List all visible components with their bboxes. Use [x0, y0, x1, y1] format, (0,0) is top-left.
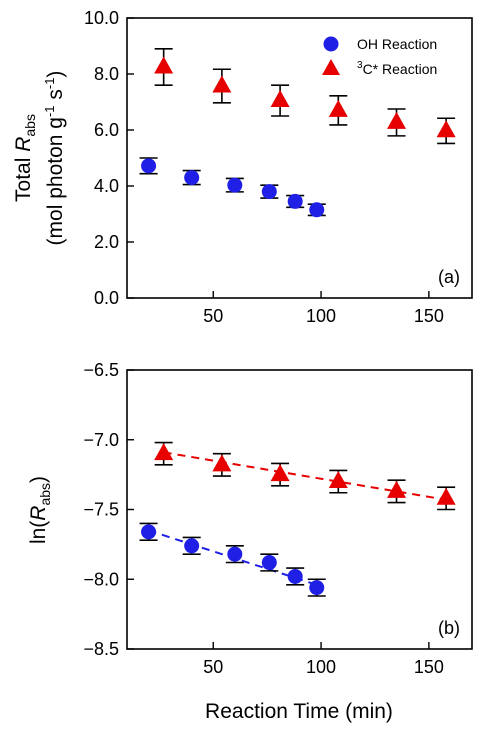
- panel-b-label: (b): [438, 618, 460, 638]
- x-tick-label: 100: [306, 657, 336, 677]
- y-tick-label: 2.0: [94, 232, 119, 252]
- panel-a-y-axis-title-line1: Total Rabs: [12, 114, 38, 202]
- y-tick-label: 4.0: [94, 176, 119, 196]
- oh-data-point: [184, 538, 200, 554]
- 3c-data-point: [436, 120, 456, 138]
- panel-b-x-ticks: 50 100 150: [203, 642, 444, 677]
- oh-data-point: [261, 555, 277, 571]
- panel-b-y-ticks: −6.5 −7.0 −7.5 −8.0 −8.5: [83, 360, 134, 659]
- panel-a-points: [139, 47, 456, 218]
- legend-oh-marker: [323, 36, 339, 52]
- legend-3c-label: 3C* Reaction: [357, 60, 437, 77]
- x-tick-label: 100: [306, 306, 336, 326]
- oh-data-point: [309, 202, 325, 218]
- 3c-data-point: [270, 464, 290, 482]
- legend-3c-marker: [322, 59, 340, 75]
- 3c-data-point: [328, 99, 348, 117]
- y-tick-label: −8.0: [83, 569, 119, 589]
- y-tick-label: 0.0: [94, 288, 119, 308]
- oh-data-point: [227, 546, 243, 562]
- y-tick-label: −6.5: [83, 360, 119, 380]
- y-tick-label: −7.0: [83, 430, 119, 450]
- 3c-data-point: [212, 75, 232, 93]
- 3c-data-point: [212, 454, 232, 472]
- oh-data-point: [141, 158, 157, 174]
- panel-a-y-ticks: 0.0 2.0 4.0 6.0 8.0 10.0: [84, 8, 134, 308]
- x-tick-label: 50: [203, 306, 223, 326]
- oh-data-point: [287, 193, 303, 209]
- oh-data-point: [261, 184, 277, 200]
- panel-b-frame: [126, 369, 473, 650]
- 3c-data-point: [328, 471, 348, 489]
- x-tick-label: 150: [414, 657, 444, 677]
- x-axis-title: Reaction Time (min): [205, 700, 393, 723]
- panel-a-frame: [126, 17, 473, 299]
- oh-data-point: [309, 580, 325, 596]
- oh-data-point: [184, 170, 200, 186]
- panel-b: −6.5 −7.0 −7.5 −8.0 −8.5 50 100 150 ln(Rabs) (…: [27, 360, 473, 723]
- legend-oh-label: OH Reaction: [357, 36, 437, 52]
- 3c-fit-line: [163, 451, 447, 501]
- panel-a-x-ticks: 50 100 150: [203, 291, 444, 326]
- y-tick-label: 8.0: [94, 64, 119, 84]
- panel-b-y-axis-title: ln(Rabs): [27, 476, 53, 544]
- 3c-data-point: [436, 487, 456, 505]
- x-tick-label: 150: [414, 306, 444, 326]
- oh-data-point: [287, 568, 303, 584]
- oh-data-point: [141, 524, 157, 540]
- panel-a-label: (a): [438, 267, 460, 287]
- x-tick-label: 50: [203, 657, 223, 677]
- 3c-data-point: [387, 111, 407, 129]
- y-tick-label: −8.5: [83, 639, 119, 659]
- y-tick-label: 6.0: [94, 120, 119, 140]
- panel-b-points: [139, 441, 456, 597]
- y-tick-label: 10.0: [84, 8, 119, 28]
- panel-a: 0.02.04.06.08.010.0 50 100 150 Total Rabs …: [12, 8, 473, 326]
- panel-a-y-axis-title-line2: (mol photon g-1 s-1): [42, 71, 67, 246]
- 3c-data-point: [270, 90, 290, 108]
- oh-data-point: [227, 177, 243, 193]
- 3c-data-point: [387, 480, 407, 498]
- panel-a-legend: OH Reaction 3C* Reaction: [322, 36, 437, 77]
- 3c-data-point: [154, 443, 174, 461]
- y-tick-label: −7.5: [83, 500, 119, 520]
- 3c-data-point: [154, 56, 174, 74]
- panel-b-fit-lines: [148, 451, 447, 586]
